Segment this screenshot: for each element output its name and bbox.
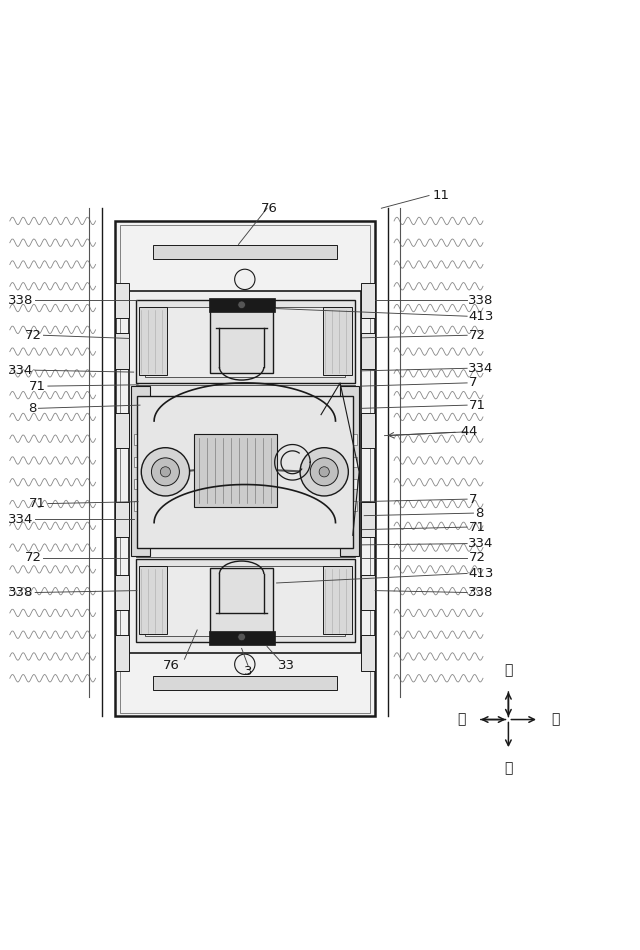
Bar bbox=[194, 434, 276, 506]
Bar bbox=[210, 568, 273, 633]
Bar bbox=[115, 333, 129, 369]
Text: 338: 338 bbox=[8, 294, 33, 307]
Circle shape bbox=[152, 458, 179, 485]
Bar bbox=[136, 386, 355, 409]
Text: 71: 71 bbox=[468, 521, 485, 534]
Bar bbox=[323, 307, 351, 375]
Bar bbox=[115, 502, 129, 538]
Bar bbox=[210, 309, 273, 373]
Text: 334: 334 bbox=[8, 513, 33, 526]
Bar bbox=[340, 386, 359, 557]
Bar bbox=[134, 434, 147, 445]
Text: 8: 8 bbox=[28, 402, 36, 415]
Text: 8: 8 bbox=[475, 506, 483, 520]
Circle shape bbox=[235, 655, 255, 674]
Bar bbox=[361, 282, 375, 318]
Bar bbox=[136, 560, 355, 642]
Text: 338: 338 bbox=[468, 294, 494, 307]
Bar bbox=[131, 386, 150, 557]
Text: 72: 72 bbox=[24, 551, 42, 564]
Bar bbox=[209, 631, 275, 645]
Bar bbox=[361, 502, 375, 538]
Text: 4: 4 bbox=[468, 426, 477, 438]
Circle shape bbox=[319, 466, 330, 477]
Bar bbox=[323, 566, 351, 635]
Bar bbox=[136, 300, 355, 383]
Bar bbox=[129, 291, 361, 653]
Text: 3: 3 bbox=[244, 665, 252, 678]
Text: 413: 413 bbox=[468, 310, 494, 323]
Circle shape bbox=[141, 447, 189, 496]
Text: 334: 334 bbox=[468, 362, 494, 375]
Bar bbox=[134, 457, 147, 466]
Bar bbox=[153, 245, 337, 259]
Text: 72: 72 bbox=[468, 329, 485, 342]
Text: 11: 11 bbox=[432, 189, 449, 202]
Bar bbox=[153, 675, 337, 690]
Text: 71: 71 bbox=[468, 399, 485, 411]
Bar bbox=[344, 501, 356, 511]
Bar bbox=[145, 566, 345, 636]
Circle shape bbox=[310, 458, 338, 485]
Circle shape bbox=[300, 447, 348, 496]
Text: 413: 413 bbox=[468, 567, 494, 580]
Circle shape bbox=[161, 466, 170, 477]
Circle shape bbox=[238, 633, 246, 641]
Bar bbox=[139, 307, 167, 375]
Bar bbox=[361, 412, 375, 448]
Text: 338: 338 bbox=[8, 586, 33, 599]
Bar bbox=[139, 566, 167, 635]
Bar bbox=[344, 434, 356, 445]
Text: 4: 4 bbox=[388, 426, 469, 438]
Bar bbox=[134, 501, 147, 511]
Bar bbox=[115, 221, 375, 716]
Text: 338: 338 bbox=[468, 586, 494, 599]
Text: 上: 上 bbox=[504, 664, 513, 677]
Circle shape bbox=[235, 269, 255, 290]
Circle shape bbox=[238, 301, 246, 309]
Text: 334: 334 bbox=[468, 537, 494, 550]
Bar bbox=[344, 457, 356, 466]
Text: 334: 334 bbox=[8, 364, 33, 377]
Text: 71: 71 bbox=[29, 497, 46, 510]
Bar bbox=[136, 533, 355, 557]
Bar bbox=[209, 297, 275, 312]
Bar bbox=[115, 282, 129, 318]
Bar bbox=[115, 575, 129, 610]
Text: 7: 7 bbox=[468, 376, 477, 390]
Bar bbox=[344, 479, 356, 489]
Text: 左: 左 bbox=[457, 712, 465, 727]
Text: 72: 72 bbox=[24, 329, 42, 342]
Bar bbox=[145, 307, 345, 376]
Text: 右: 右 bbox=[552, 712, 560, 727]
Bar bbox=[361, 333, 375, 369]
Bar bbox=[361, 575, 375, 610]
Bar bbox=[115, 412, 129, 448]
Bar bbox=[134, 479, 147, 489]
Text: 7: 7 bbox=[468, 493, 477, 505]
Text: 33: 33 bbox=[278, 659, 294, 672]
Bar bbox=[120, 225, 370, 712]
Text: 72: 72 bbox=[468, 551, 485, 564]
Bar bbox=[137, 395, 353, 548]
Text: 下: 下 bbox=[504, 762, 513, 775]
Bar bbox=[115, 635, 129, 671]
Bar bbox=[361, 635, 375, 671]
Text: 76: 76 bbox=[163, 659, 180, 672]
Text: 71: 71 bbox=[29, 380, 46, 392]
Text: 76: 76 bbox=[260, 201, 278, 215]
